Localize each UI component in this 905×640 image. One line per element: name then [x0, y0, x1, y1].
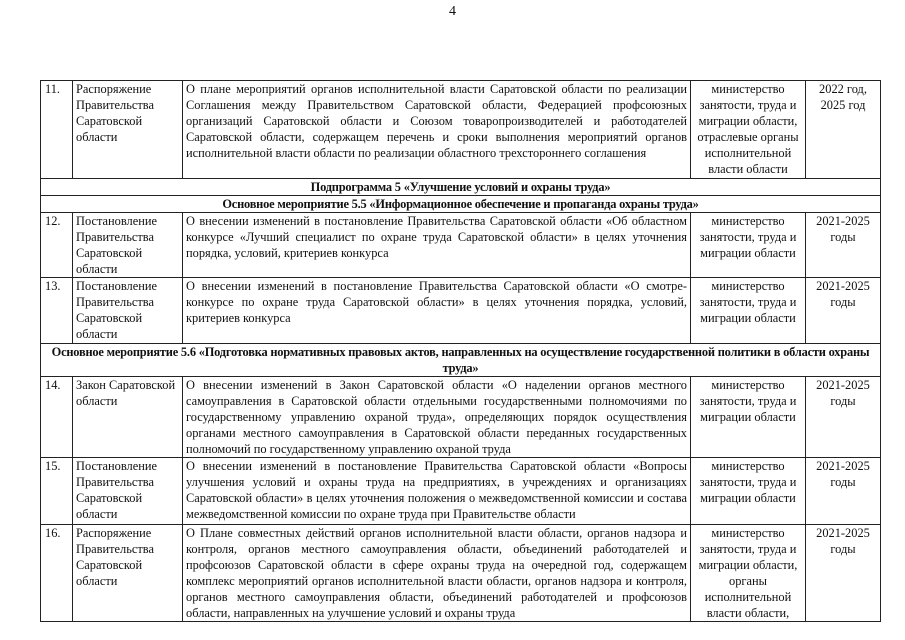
section-header-row: Подпрограмма 5 «Улучшение условий и охра…: [40, 178, 881, 196]
act-type: Распоряжение Правительства Саратовской о…: [72, 524, 183, 622]
page-number: 4: [449, 4, 456, 19]
row-number: 14.: [40, 376, 73, 458]
act-description: О внесении изменений в постановление Пра…: [182, 457, 691, 525]
act-type: Постановление Правительства Саратовской …: [72, 277, 183, 344]
row-number: 13.: [40, 277, 73, 344]
act-description: О Плане совместных действий органов испо…: [182, 524, 691, 622]
table-row: 11. Распоряжение Правительства Саратовск…: [40, 80, 881, 179]
deadline: 2021-2025 годы: [805, 277, 881, 344]
table-row: 12. Постановление Правительства Саратовс…: [40, 212, 881, 278]
act-description: О плане мероприятий органов исполнительн…: [182, 80, 691, 179]
table-row: 14. Закон Саратовской области О внесении…: [40, 376, 881, 458]
responsible: министерство занятости, труда и миграции…: [690, 277, 806, 344]
table-row: 16. Распоряжение Правительства Саратовск…: [40, 524, 881, 622]
responsible: министерство занятости, труда и миграции…: [690, 457, 806, 525]
act-description: О внесении изменений в постановление Пра…: [182, 277, 691, 344]
section-header-row: Основное мероприятие 5.6 «Подготовка нор…: [40, 343, 881, 377]
act-type: Постановление Правительства Саратовской …: [72, 457, 183, 525]
row-number: 12.: [40, 212, 73, 278]
subprogram-header: Подпрограмма 5 «Улучшение условий и охра…: [40, 178, 881, 196]
measure-header: Основное мероприятие 5.5 «Информационное…: [40, 195, 881, 213]
act-description: О внесении изменений в Закон Саратовской…: [182, 376, 691, 458]
deadline: 2021-2025 годы: [805, 457, 881, 525]
table-row: 15. Постановление Правительства Саратовс…: [40, 457, 881, 525]
row-number: 16.: [40, 524, 73, 622]
row-number: 15.: [40, 457, 73, 525]
responsible: министерство занятости, труда и миграции…: [690, 212, 806, 278]
measures-table: 11. Распоряжение Правительства Саратовск…: [40, 80, 881, 622]
deadline: 2021-2025 годы: [805, 376, 881, 458]
responsible: министерство занятости, труда и миграции…: [690, 80, 806, 179]
responsible: министерство занятости, труда и миграции…: [690, 524, 806, 622]
act-type: Постановление Правительства Саратовской …: [72, 212, 183, 278]
responsible: министерство занятости, труда и миграции…: [690, 376, 806, 458]
deadline: 2021-2025 годы: [805, 212, 881, 278]
row-number: 11.: [40, 80, 73, 179]
section-header-row: Основное мероприятие 5.5 «Информационное…: [40, 195, 881, 213]
measure-header: Основное мероприятие 5.6 «Подготовка нор…: [40, 343, 881, 377]
table-row: 13. Постановление Правительства Саратовс…: [40, 277, 881, 344]
act-type: Распоряжение Правительства Саратовской о…: [72, 80, 183, 179]
deadline: 2021-2025 годы: [805, 524, 881, 622]
deadline: 2022 год, 2025 год: [805, 80, 881, 179]
act-type: Закон Саратовской области: [72, 376, 183, 458]
act-description: О внесении изменений в постановление Пра…: [182, 212, 691, 278]
